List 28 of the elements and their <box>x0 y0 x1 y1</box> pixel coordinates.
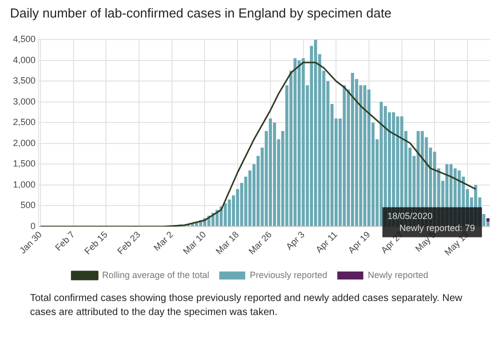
chart-title: Daily number of lab-confirmed cases in England by specimen date <box>10 5 392 20</box>
legend-label: Previously reported <box>250 270 328 280</box>
y-tick-label: 500 <box>20 200 36 210</box>
y-tick-label: 4,000 <box>12 54 36 65</box>
x-tick-label: Apr 19 <box>346 229 372 256</box>
x-tick-label: Mar 26 <box>246 229 274 256</box>
x-tick-label: Feb 15 <box>82 229 110 256</box>
x-tick-label: Jan 30 <box>18 229 44 256</box>
x-tick-label: Apr 11 <box>314 229 340 255</box>
annotation: 18/05/2020 <box>387 211 432 222</box>
y-tick-label: 2,500 <box>12 117 36 128</box>
y-tick-label: 1,500 <box>12 158 36 169</box>
x-tick-label: Feb 23 <box>115 229 142 256</box>
x-tick-label: Feb 7 <box>53 229 77 253</box>
y-tick-label: 0 <box>30 220 36 231</box>
x-tick-label: Mar 18 <box>214 229 241 256</box>
x-tick-label: Mar 2 <box>152 229 176 253</box>
text: Total confirmed cases showing those previously reported and newly added cases separately. New cases are attributed to the day the specimen was taken. <box>30 292 464 320</box>
y-tick-label: 4,500 <box>12 34 36 44</box>
legend-label: Newly reported <box>368 270 428 280</box>
y-tick-label: 3,500 <box>12 76 36 86</box>
annotation: Newly reported: 79 <box>399 223 475 234</box>
y-tick-label: 3,000 <box>12 96 36 106</box>
x-tick-label: Apr 3 <box>284 229 306 252</box>
y-tick-label: 1,000 <box>12 179 36 190</box>
legend-label: Rolling average of the total <box>102 270 210 280</box>
x-tick-label: Mar 10 <box>181 229 208 256</box>
y-tick-label: 2,000 <box>12 138 36 148</box>
